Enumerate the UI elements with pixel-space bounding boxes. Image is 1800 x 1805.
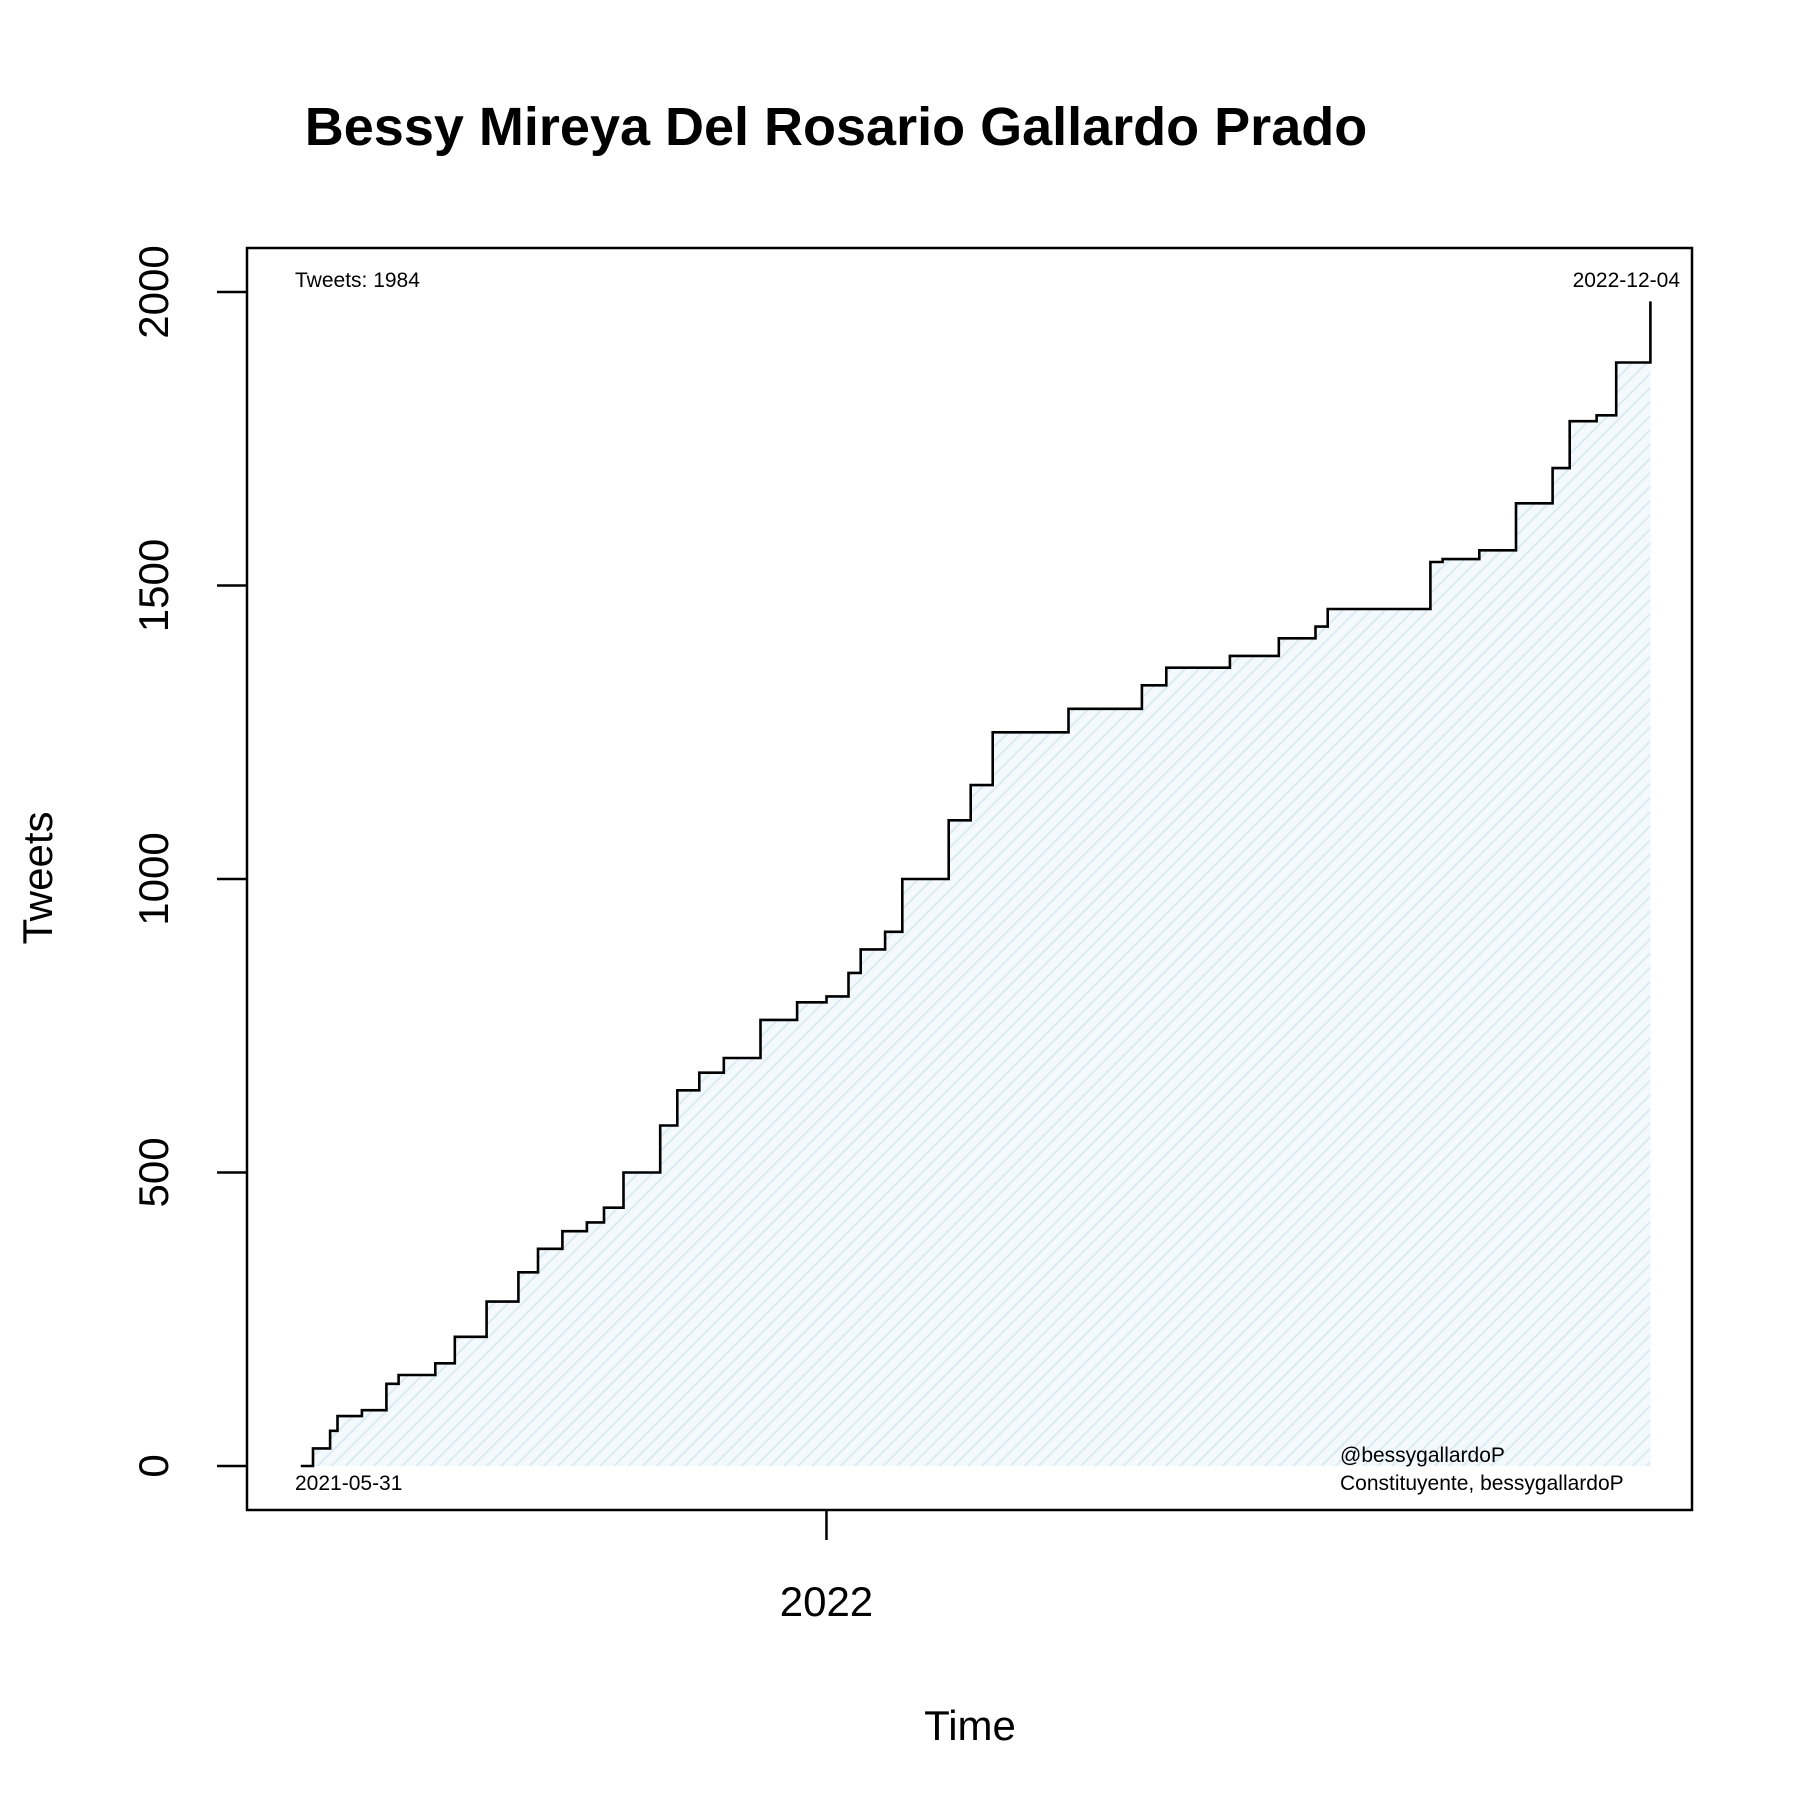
y-tick-label: 0 xyxy=(130,1454,177,1477)
y-tick-label: 2000 xyxy=(130,245,177,338)
chart-title: Bessy Mireya Del Rosario Gallardo Prado xyxy=(305,97,1367,157)
x-axis-label: Time xyxy=(924,1702,1016,1749)
series-area-fill xyxy=(300,301,1651,1466)
series-line xyxy=(300,301,1652,1468)
x-axis: 2022 xyxy=(780,1510,873,1625)
y-axis: 0 500 1000 1500 2000 xyxy=(130,245,247,1478)
x-tick-label: 2022 xyxy=(780,1578,873,1625)
y-tick-label: 1500 xyxy=(130,539,177,632)
annotation-start-date: 2021-05-31 xyxy=(295,1472,402,1495)
annotation-end-date: 2022-12-04 xyxy=(1573,269,1681,292)
annotation-account-info: Constituyente, bessygallardoP xyxy=(1340,1472,1624,1495)
y-tick-label: 500 xyxy=(130,1137,177,1207)
y-tick-label: 1000 xyxy=(130,832,177,925)
annotation-handle: @bessygallardoP xyxy=(1340,1444,1505,1467)
y-axis-label: Tweets xyxy=(14,811,61,944)
annotation-tweet-count: Tweets: 1984 xyxy=(295,269,420,292)
